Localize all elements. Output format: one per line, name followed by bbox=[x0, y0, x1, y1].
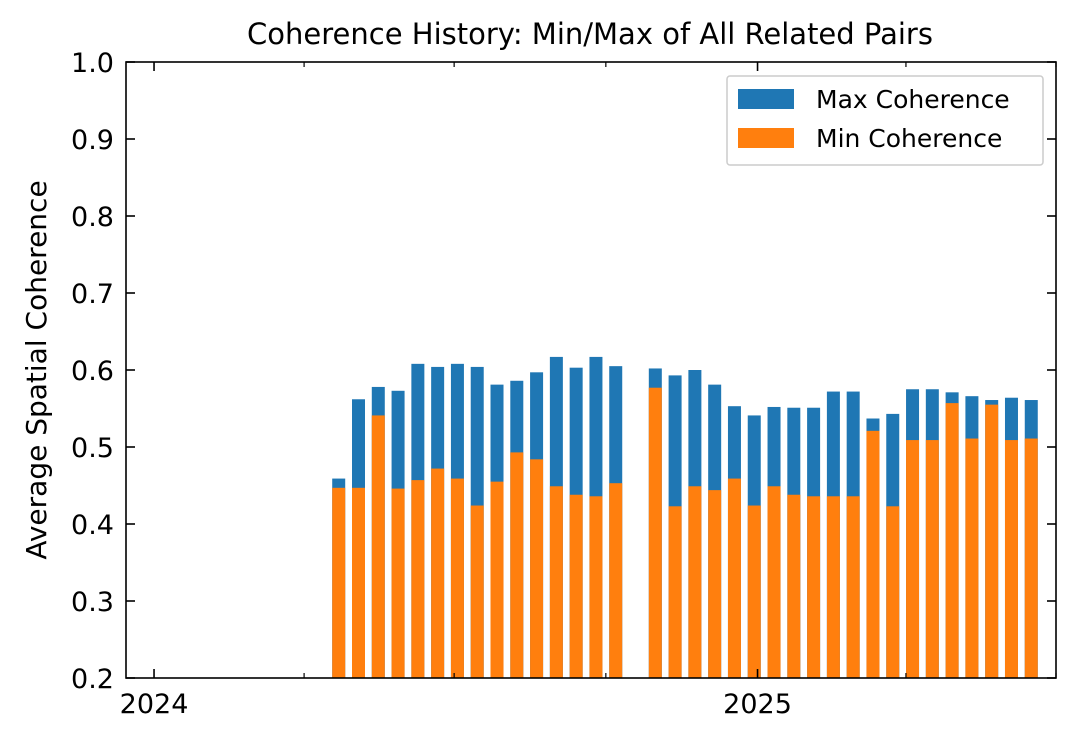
y-axis-label: Average Spatial Coherence bbox=[20, 180, 53, 559]
min-coherence-bar bbox=[411, 480, 425, 678]
y-tick-label: 0.3 bbox=[71, 587, 114, 618]
y-tick-label: 0.9 bbox=[71, 125, 114, 156]
min-coherence-bar bbox=[787, 494, 801, 678]
min-coherence-bar bbox=[945, 403, 959, 678]
min-coherence-bar bbox=[589, 496, 603, 678]
plot-frame bbox=[125, 61, 1057, 679]
legend: Max Coherence Min Coherence bbox=[726, 75, 1044, 166]
min-coherence-bar bbox=[371, 415, 385, 678]
min-coherence-bar bbox=[1024, 438, 1038, 678]
min-coherence-bar bbox=[866, 430, 880, 678]
min-coherence-bar bbox=[431, 468, 445, 678]
min-coherence-bar bbox=[332, 487, 346, 678]
y-tick-label: 0.7 bbox=[71, 279, 114, 310]
legend-box bbox=[726, 75, 1044, 166]
legend-swatch-min bbox=[738, 128, 794, 148]
x-tick-label: 2024 bbox=[120, 689, 189, 720]
min-coherence-bar bbox=[906, 440, 920, 678]
y-tick-label: 0.5 bbox=[71, 433, 114, 464]
min-coherence-bar bbox=[352, 487, 365, 678]
min-coherence-bar bbox=[826, 496, 840, 678]
min-coherence-bar bbox=[549, 486, 563, 678]
min-coherence-bar bbox=[688, 486, 702, 678]
min-coherence-bar bbox=[1004, 440, 1018, 678]
legend-label-min: Min Coherence bbox=[816, 124, 1002, 153]
min-coherence-bar bbox=[767, 486, 781, 678]
min-coherence-bar bbox=[648, 387, 662, 678]
min-coherence-bar bbox=[391, 488, 405, 678]
min-coherence-bar bbox=[569, 494, 583, 678]
min-coherence-bars bbox=[332, 387, 1038, 678]
axis-ticks: 0.2 0.3 0.4 0.5 0.6 0.7 0.8 0.9 1.0 2024 2025 bbox=[71, 48, 1057, 720]
min-coherence-bar bbox=[807, 496, 821, 678]
y-tick-label: 0.4 bbox=[71, 510, 114, 541]
chart-title: Coherence History: Min/Max of All Relate… bbox=[247, 17, 933, 51]
min-coherence-bar bbox=[609, 483, 623, 678]
min-coherence-bar bbox=[985, 404, 999, 678]
min-coherence-bar bbox=[450, 478, 464, 678]
min-coherence-bar bbox=[747, 505, 761, 678]
y-tick-label: 1.0 bbox=[71, 48, 114, 79]
min-coherence-bar bbox=[510, 452, 524, 678]
min-coherence-bar bbox=[490, 481, 504, 678]
min-coherence-bar bbox=[470, 505, 484, 678]
legend-label-max: Max Coherence bbox=[816, 85, 1010, 114]
y-tick-label: 0.2 bbox=[71, 664, 114, 695]
min-coherence-bar bbox=[530, 459, 544, 678]
min-coherence-bar bbox=[846, 496, 860, 678]
y-tick-label: 0.8 bbox=[71, 202, 114, 233]
min-coherence-bar bbox=[886, 506, 900, 678]
y-tick-label: 0.6 bbox=[71, 356, 114, 387]
min-coherence-bar bbox=[727, 478, 741, 678]
min-coherence-bar bbox=[965, 438, 979, 678]
min-coherence-bar bbox=[668, 506, 682, 678]
min-coherence-bar bbox=[925, 440, 939, 678]
min-coherence-bar bbox=[708, 490, 722, 678]
legend-swatch-max bbox=[738, 89, 794, 109]
x-tick-label: 2025 bbox=[723, 689, 792, 720]
